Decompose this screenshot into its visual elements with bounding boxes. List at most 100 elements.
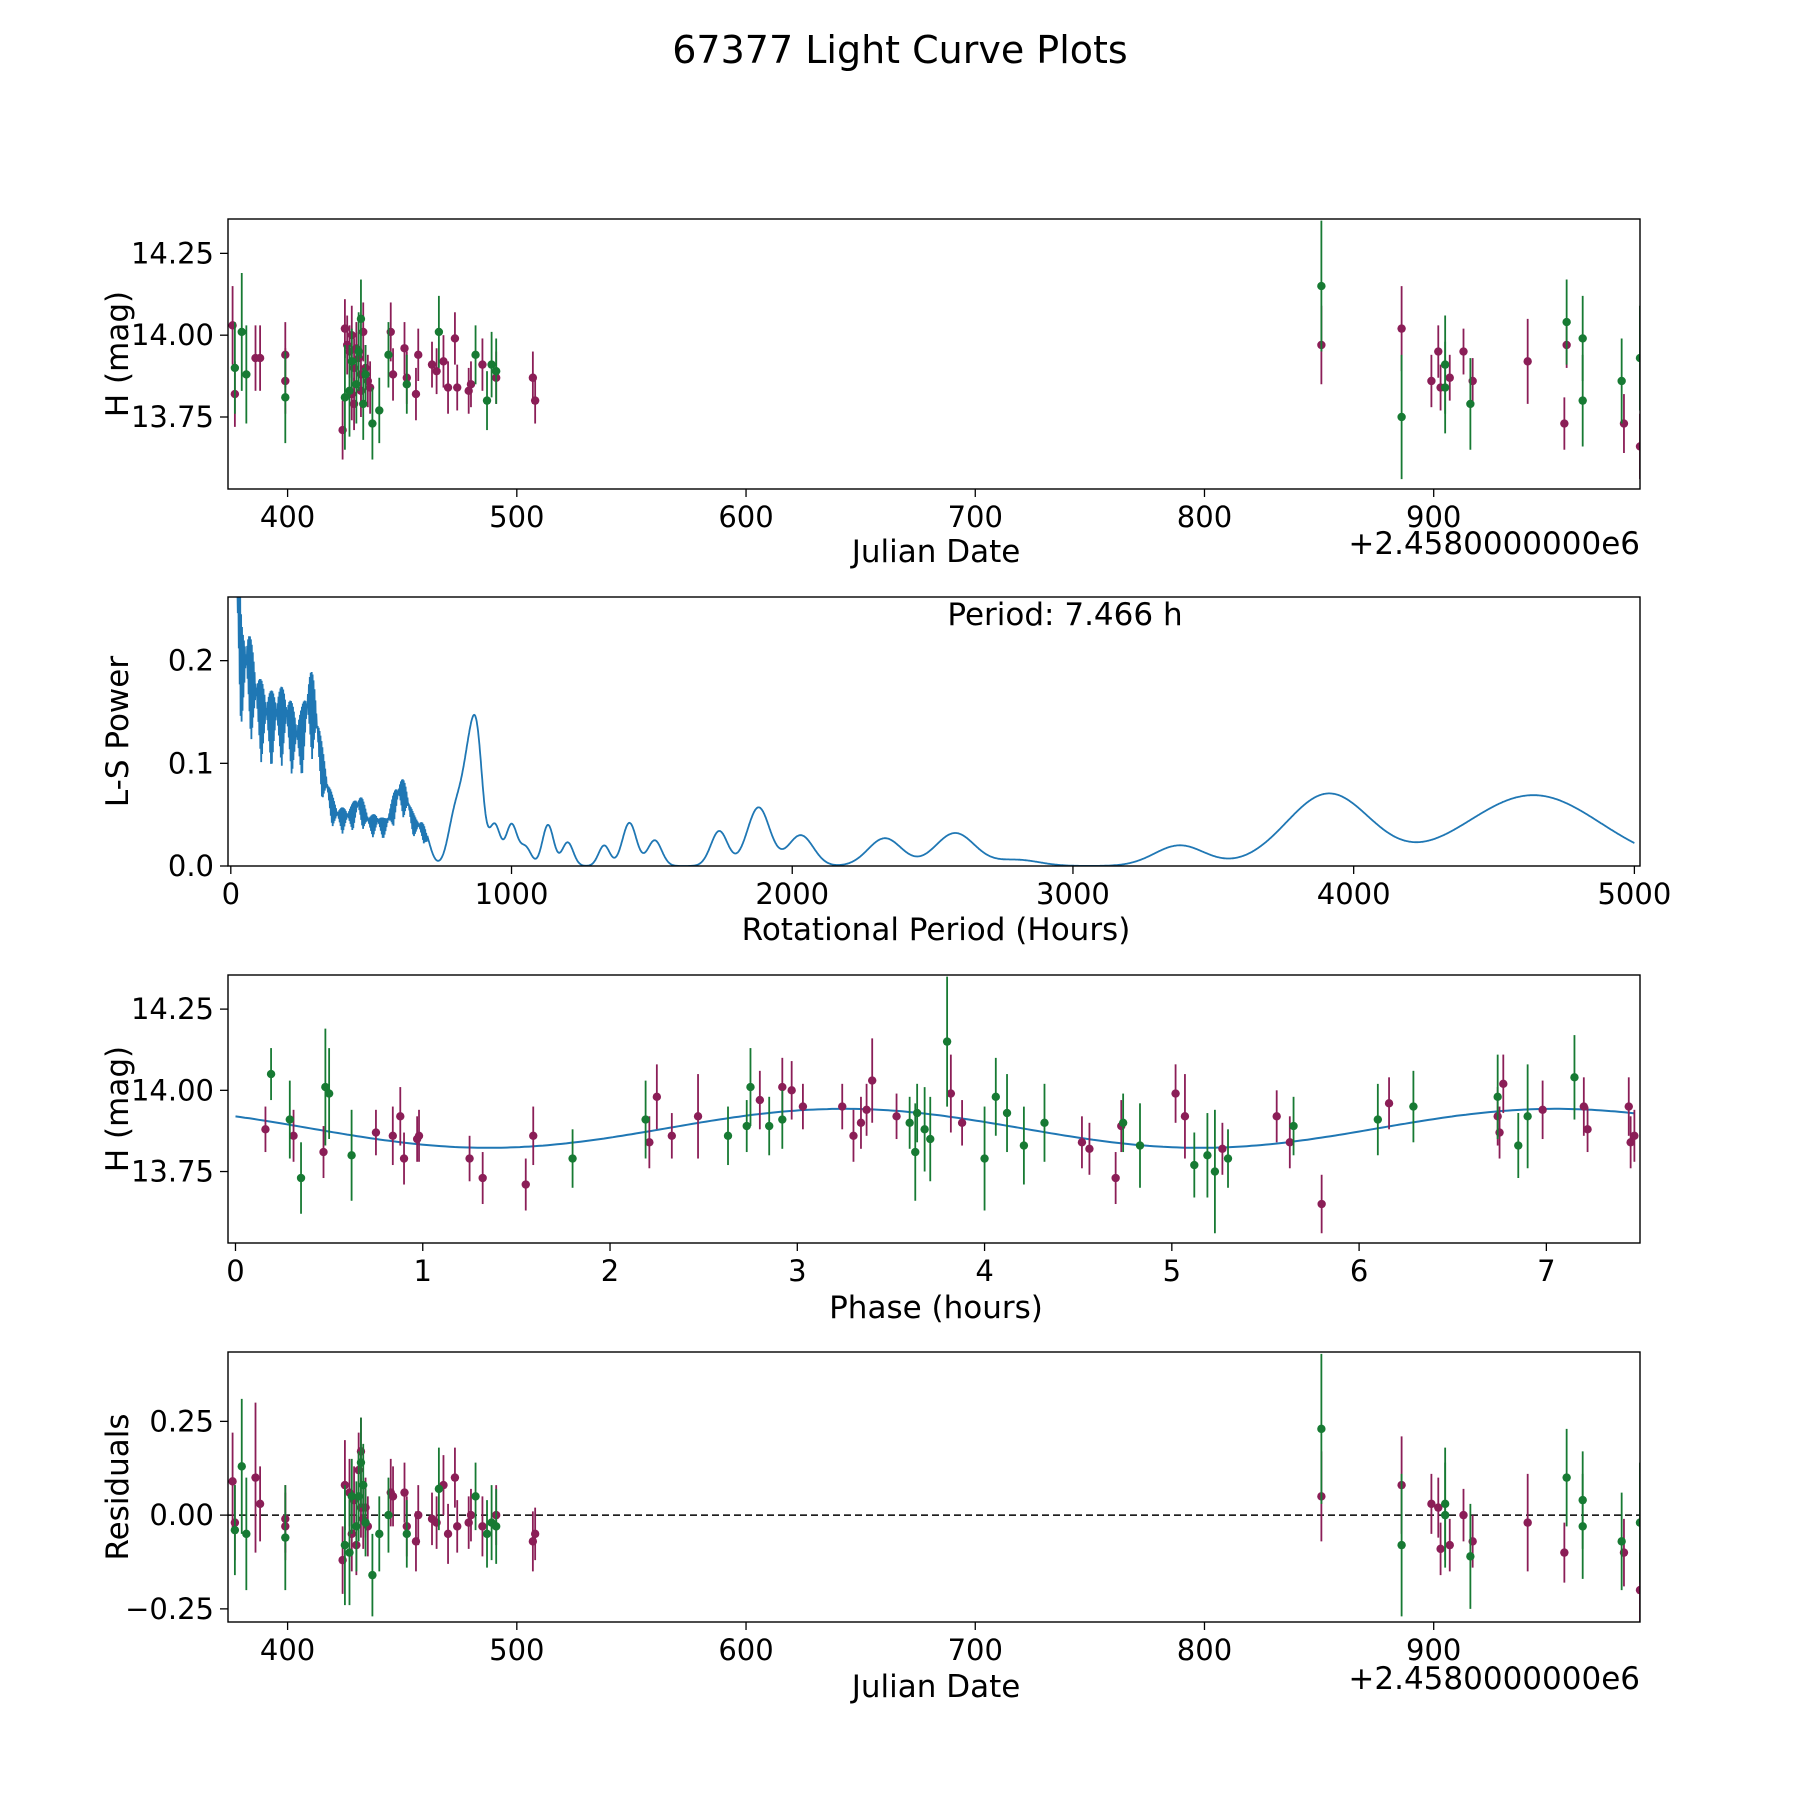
phase-data-point	[285, 1115, 294, 1124]
phase-data-point	[1579, 1102, 1589, 1111]
lc-offset-label: +2.4580000000e6	[1348, 526, 1640, 562]
phase-data-point	[319, 1147, 328, 1157]
phase-data-point	[1272, 1112, 1281, 1121]
resid-data-point	[482, 1529, 492, 1539]
resid-data-point	[450, 1473, 460, 1482]
resid-data-point	[478, 1522, 487, 1531]
phase-data-point	[1493, 1092, 1502, 1102]
resid-panel: 400 500 600 700 800 900 −0.25 0.00 0.25 Julian Da…	[100, 1351, 1641, 1705]
phase-data-point	[778, 1082, 787, 1092]
resid-data-point	[368, 1570, 377, 1580]
lc-data-point	[466, 380, 476, 389]
phase-series-red	[261, 1038, 1639, 1234]
lc-xtick-label: 600	[718, 500, 773, 534]
phase-ytick-label: 14.00	[131, 1073, 214, 1107]
phase-data-point	[1495, 1128, 1504, 1137]
resid-data-point	[1436, 1544, 1445, 1554]
lc-data-point	[1640, 338, 1648, 346]
phase-data-point	[1289, 1121, 1298, 1131]
resid-xtick-label: 800	[1177, 1633, 1232, 1667]
lc-data-point	[1397, 324, 1406, 333]
phase-xtick-label: 7	[1537, 1254, 1555, 1288]
lc-data-point	[450, 334, 460, 343]
phase-data-point	[1002, 1108, 1012, 1118]
resid-offset-label: +2.4580000000e6	[1348, 1661, 1640, 1697]
lc-data-point	[1523, 357, 1532, 366]
phase-data-point	[755, 1095, 765, 1105]
resid-xtick-label: 600	[718, 1633, 773, 1667]
resid-data-point	[491, 1522, 501, 1531]
lc-data-point	[1578, 396, 1587, 405]
lc-data-point	[453, 383, 462, 392]
phase-data-point	[1218, 1144, 1227, 1153]
phase-data-point	[1040, 1118, 1049, 1128]
phase-data-point	[1523, 1112, 1532, 1121]
resid-data-point	[388, 1492, 398, 1501]
phase-data-point	[957, 1118, 967, 1128]
resid-ytick-label: 0.25	[149, 1404, 214, 1438]
phase-data-point	[765, 1121, 774, 1131]
phase-data-point	[787, 1086, 796, 1095]
phase-data-point	[388, 1131, 397, 1141]
lc-data-point	[1578, 334, 1587, 343]
ls-panel: 0 1000 2000 3000 4000 5000 0.0 0.1 0.2 Rotational…	[100, 596, 1671, 948]
phase-data-point	[1499, 1079, 1508, 1089]
phase-data-point	[324, 1089, 334, 1098]
resid-ytick-label: 0.00	[149, 1498, 214, 1532]
resid-data-point	[347, 1492, 356, 1501]
phase-data-point	[529, 1131, 538, 1141]
phase-data-point	[371, 1128, 381, 1137]
phase-data-point	[266, 1069, 276, 1079]
phase-data-point	[926, 1134, 935, 1144]
ls-xtick-label: 5000	[1597, 877, 1671, 911]
figure-title: 67377 Light Curve Plots	[672, 28, 1128, 72]
phase-data-point	[942, 1037, 952, 1046]
phase-data-point	[465, 1154, 474, 1163]
resid-frame	[227, 1351, 1641, 1623]
phase-data-point	[946, 1089, 956, 1098]
lc-data-point	[237, 327, 246, 337]
phase-xtick-label: 6	[1350, 1254, 1368, 1288]
lc-data-point	[1560, 419, 1569, 428]
lc-xtick-label: 400	[260, 500, 315, 534]
lc-xlabel: Julian Date	[850, 534, 1021, 570]
ls-ylabel: L-S Power	[100, 656, 136, 807]
resid-data-point	[255, 1499, 265, 1509]
phase-xtick-label: 5	[1163, 1254, 1181, 1288]
resid-xtick-label: 500	[489, 1633, 544, 1667]
lc-data-point	[402, 380, 411, 389]
phase-xtick-label: 4	[975, 1254, 993, 1288]
resid-data-point	[1317, 1424, 1326, 1434]
resid-data-point	[1562, 1473, 1571, 1482]
resid-xtick-label: 900	[1406, 1633, 1461, 1667]
lc-data-point	[439, 357, 448, 366]
lc-data-point	[1434, 347, 1443, 356]
lc-data-point	[487, 360, 496, 369]
resid-data	[228, 1353, 1640, 1622]
lc-xtick-label: 900	[1406, 500, 1461, 534]
phase-ytick-label: 13.75	[131, 1155, 214, 1189]
phase-data-point	[980, 1154, 989, 1163]
phase-data-point	[1171, 1089, 1180, 1098]
lc-data-point	[411, 389, 421, 399]
lc-data-point	[347, 357, 356, 366]
phase-data-point	[321, 1082, 330, 1092]
lc-data-point	[414, 350, 423, 360]
lc-data-point	[1562, 317, 1571, 327]
lc-data-point	[1317, 281, 1326, 291]
phase-data-point	[892, 1112, 901, 1121]
ls-ytick-label: 0.0	[168, 849, 214, 883]
phase-data-point	[568, 1154, 577, 1163]
phase-data-point	[723, 1131, 733, 1141]
phase-data-point	[838, 1102, 847, 1111]
resid-ylabel: Residuals	[100, 1413, 136, 1560]
phase-data-point	[746, 1082, 755, 1092]
phase-data-point	[1583, 1125, 1592, 1134]
lc-xtick-label: 700	[948, 500, 1003, 534]
lc-data	[228, 220, 1648, 480]
lc-data-point	[1635, 442, 1640, 451]
resid-data-point	[242, 1529, 251, 1539]
resid-data-point	[453, 1522, 462, 1531]
ls-ytick-label: 0.2	[168, 644, 214, 678]
lc-data-point	[1466, 399, 1475, 409]
